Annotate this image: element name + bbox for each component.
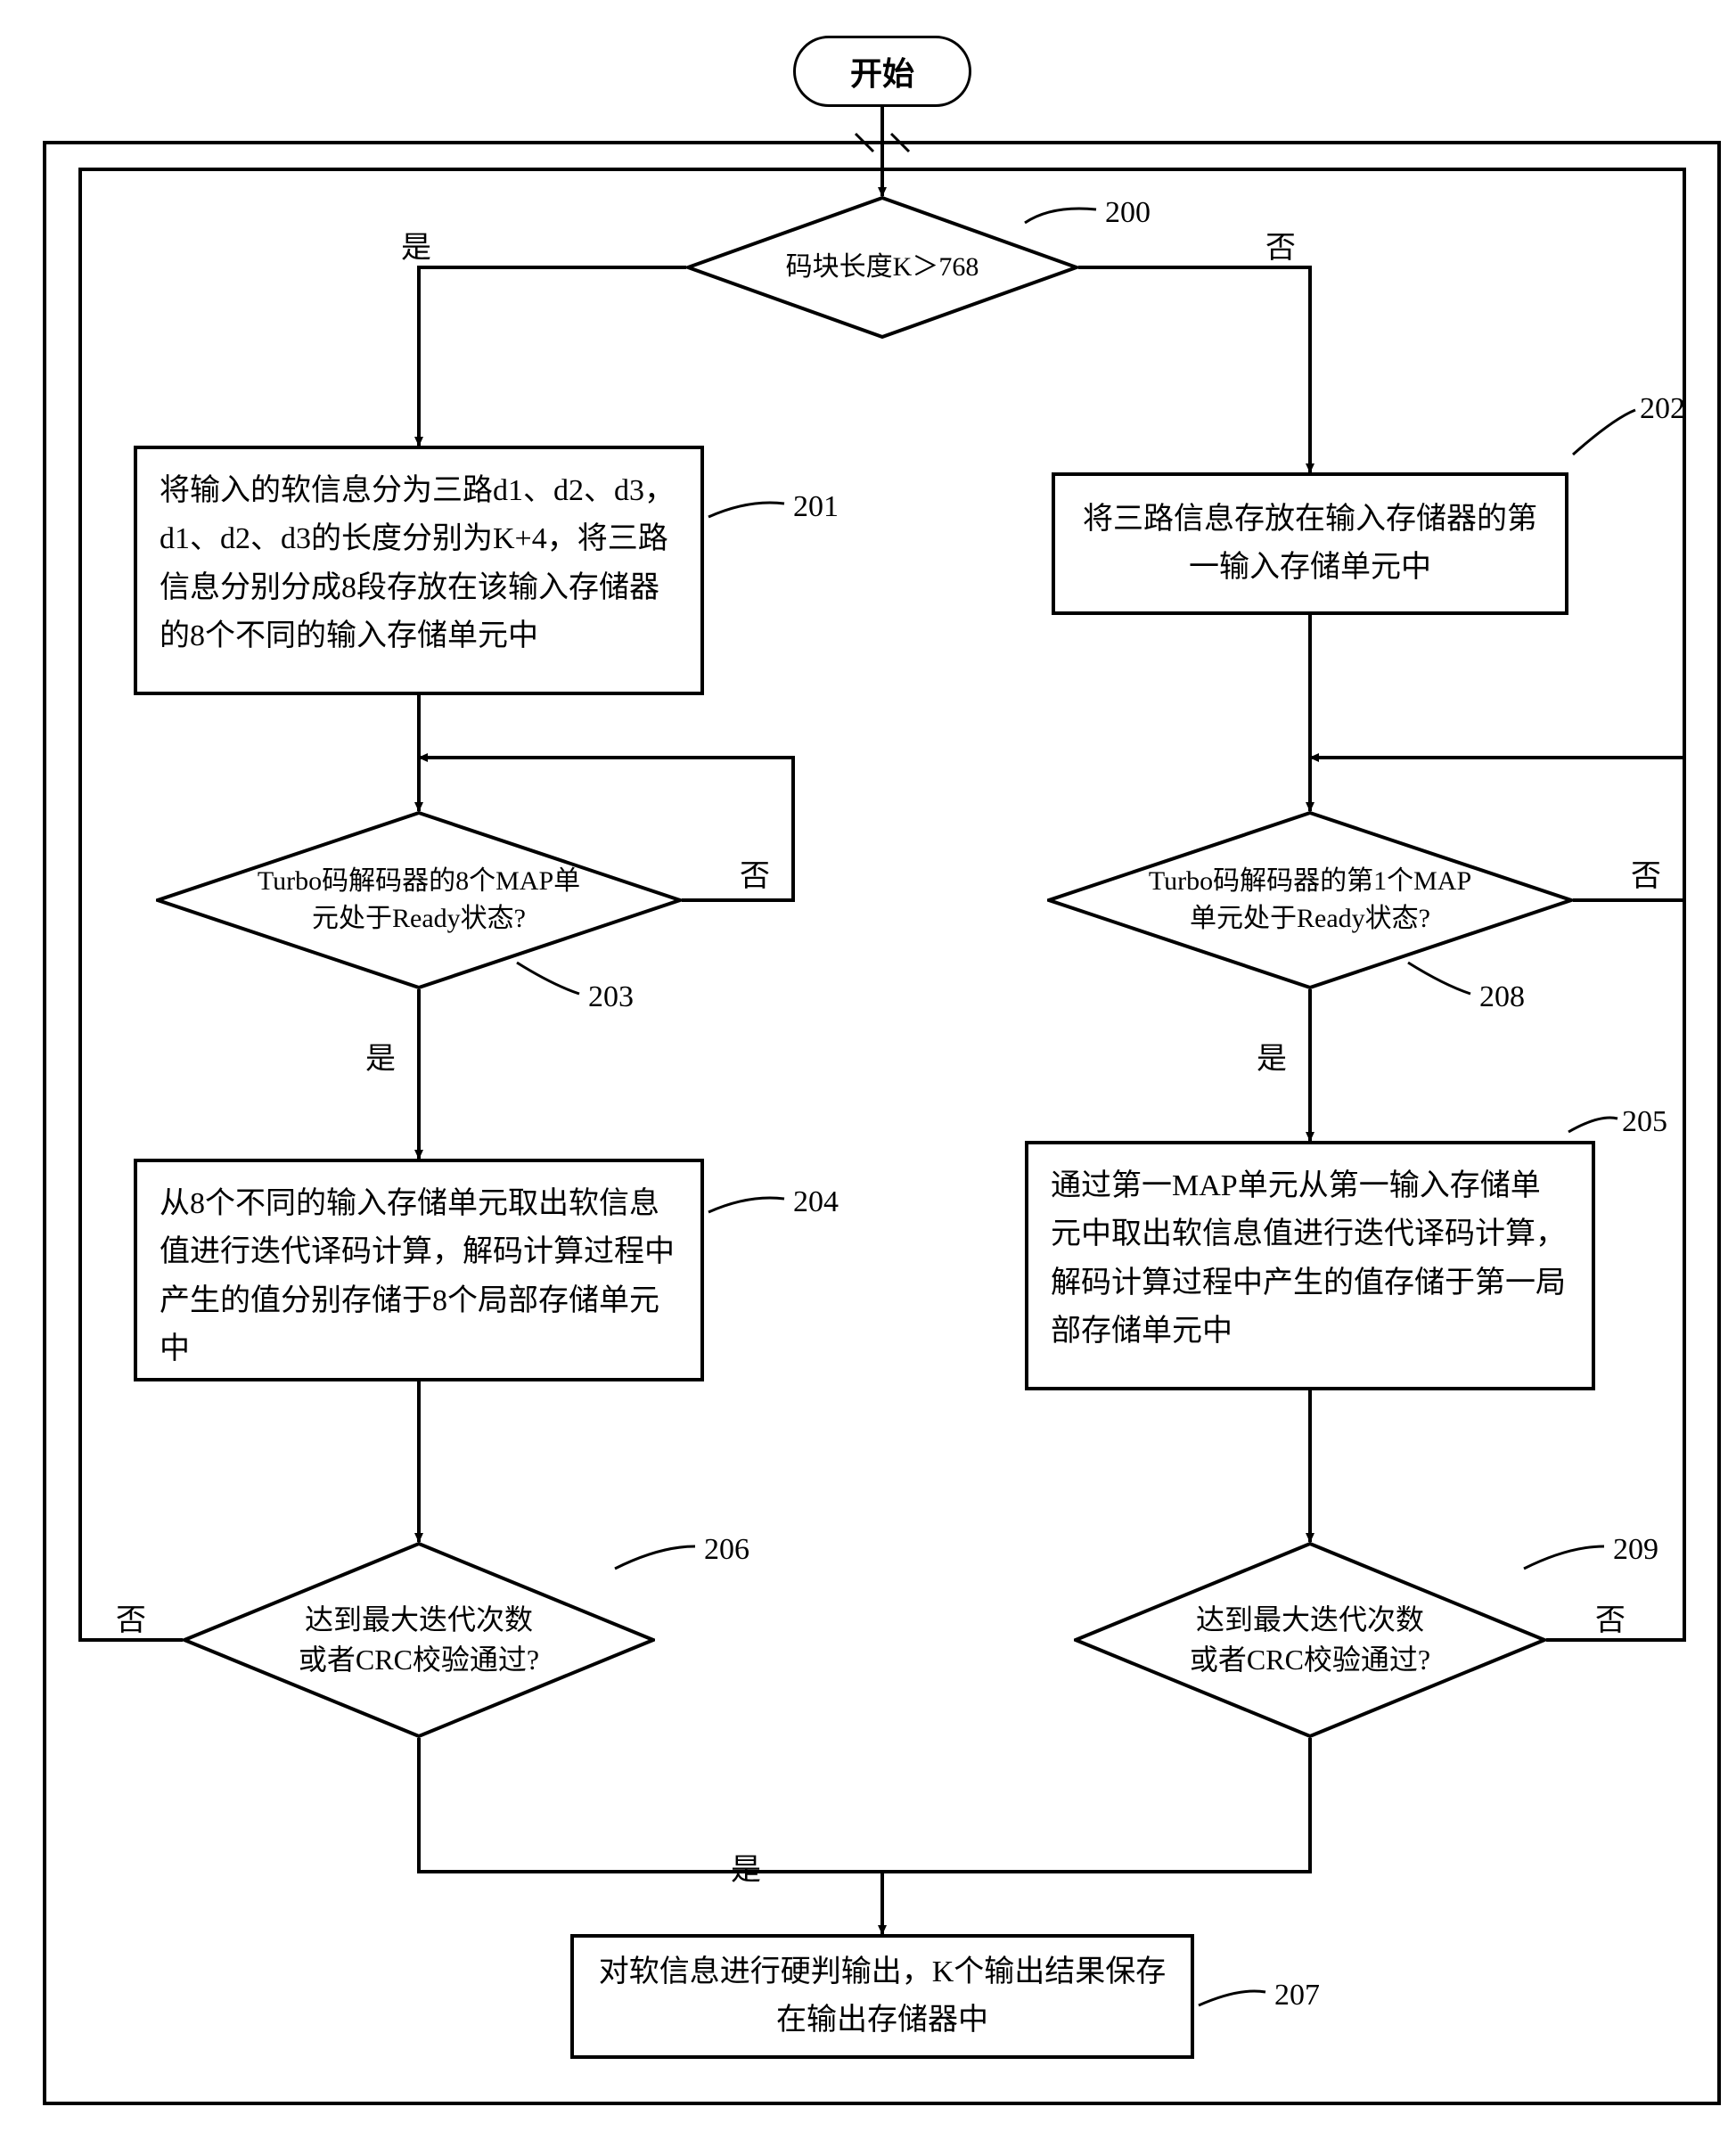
num-208: 208: [1479, 980, 1525, 1014]
process-202: 将三路信息存放在输入存储器的第一输入存储单元中: [1052, 472, 1568, 615]
num-203: 203: [588, 980, 634, 1014]
num-202: 202: [1640, 392, 1685, 426]
process-207: 对软信息进行硬判输出，K个输出结果保存在输出存储器中: [570, 1934, 1194, 2059]
label-200-yes: 是: [401, 223, 431, 266]
terminal-start-label: 开始: [850, 48, 914, 94]
decision-208-text: Turbo码解码器的第1个MAP 单元处于Ready状态?: [1113, 863, 1507, 938]
decision-200-text: 码块长度K＞768: [750, 249, 1015, 286]
process-202-text: 将三路信息存放在输入存储器的第一输入存储单元中: [1077, 496, 1543, 593]
label-208-yes: 是: [1257, 1034, 1287, 1078]
label-203-yes: 是: [365, 1034, 396, 1078]
process-204: 从8个不同的输入存储单元取出软信息值进行迭代译码计算，解码计算过程中产生的值分别…: [134, 1159, 704, 1381]
process-205: 通过第一MAP单元从第一输入存储单元中取出软信息值进行迭代译码计算，解码计算过程…: [1025, 1141, 1595, 1390]
label-209-no: 否: [1595, 1595, 1626, 1639]
decision-203: Turbo码解码器的8个MAP单 元处于Ready状态?: [156, 811, 682, 989]
process-204-text: 从8个不同的输入存储单元取出软信息值进行迭代译码计算，解码计算过程中产生的值分别…: [160, 1187, 675, 1365]
num-200: 200: [1105, 196, 1151, 230]
num-205: 205: [1622, 1105, 1667, 1139]
label-206-no: 否: [116, 1595, 146, 1639]
num-204: 204: [793, 1185, 839, 1219]
num-206: 206: [704, 1533, 749, 1567]
decision-200: 码块长度K＞768: [686, 196, 1078, 339]
process-207-text: 对软信息进行硬判输出，K个输出结果保存在输出存储器中: [596, 1948, 1168, 2045]
label-203-no: 否: [740, 851, 770, 895]
process-201-text: 将输入的软信息分为三路d1、d2、d3，d1、d2、d3的长度分别为K+4，将三…: [160, 474, 675, 652]
num-207: 207: [1274, 1979, 1320, 2013]
label-208-no: 否: [1631, 851, 1661, 895]
process-201: 将输入的软信息分为三路d1、d2、d3，d1、d2、d3的长度分别为K+4，将三…: [134, 446, 704, 695]
num-209: 209: [1613, 1533, 1658, 1567]
label-200-no: 否: [1265, 223, 1296, 266]
decision-209-text: 达到最大迭代次数 或者CRC校验通过?: [1154, 1600, 1466, 1680]
decision-206-text: 达到最大迭代次数 或者CRC校验通过?: [263, 1600, 575, 1680]
decision-203-text: Turbo码解码器的8个MAP单 元处于Ready状态?: [222, 863, 616, 938]
decision-209: 达到最大迭代次数 或者CRC校验通过?: [1074, 1542, 1546, 1738]
process-205-text: 通过第一MAP单元从第一输入存储单元中取出软信息值进行迭代译码计算，解码计算过程…: [1051, 1169, 1566, 1348]
num-201: 201: [793, 490, 839, 524]
label-206-yes: 是: [731, 1845, 761, 1889]
terminal-start: 开始: [793, 36, 971, 107]
decision-206: 达到最大迭代次数 或者CRC校验通过?: [183, 1542, 655, 1738]
decision-208: Turbo码解码器的第1个MAP 单元处于Ready状态?: [1047, 811, 1573, 989]
flowchart-root: 开始 码块长度K＞768 将输入的软信息分为三路d1、d2、d3，d1、d2、d…: [18, 18, 1728, 2138]
